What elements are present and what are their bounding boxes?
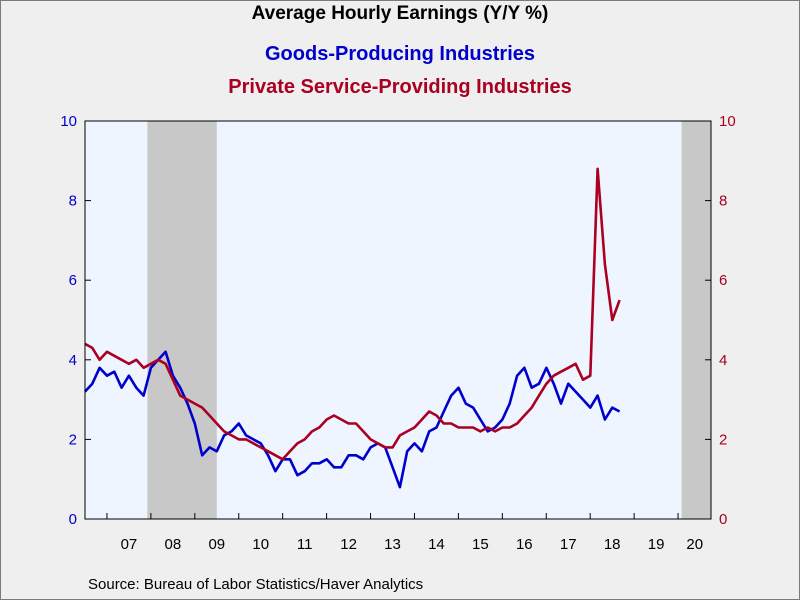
series-title-goods: Goods-Producing Industries (264, 43, 535, 65)
x-tick-label: 15 (472, 536, 489, 553)
y-tick-label-left: 2 (69, 431, 77, 448)
y-tick-label-right: 2 (719, 431, 727, 448)
x-tick-label: 07 (121, 536, 138, 553)
series-lines (84, 167, 621, 489)
plot-border (84, 120, 712, 520)
y-tick-label-right: 8 (719, 193, 727, 210)
x-tick-label: 08 (165, 536, 182, 553)
source-note: Source: Bureau of Labor Statistics/Haver… (88, 576, 424, 593)
y-tick-label-left: 8 (69, 193, 77, 210)
x-tick-label: 17 (560, 536, 577, 553)
x-tick-label: 12 (340, 536, 357, 553)
x-tick-label: 18 (604, 536, 621, 553)
series-line-0 (84, 350, 621, 489)
x-tick-label: 10 (252, 536, 269, 553)
x-tick-label: 19 (648, 536, 665, 553)
recession-band-0 (147, 121, 217, 519)
x-tick-label: 11 (297, 536, 313, 553)
y-tick-label-right: 4 (719, 352, 727, 369)
x-tick-label: 14 (428, 536, 445, 553)
series-title-services: Private Service-Providing Industries (228, 76, 572, 98)
axis-ticks: 0 0 2 2 4 4 6 6 8 8 10 10 07 08 09 10 11 12 13 14 15 16 17 18 19… (60, 113, 735, 553)
y-tick-label-right: 0 (719, 511, 727, 528)
x-tick-label: 16 (516, 536, 533, 553)
y-tick-label-right: 10 (719, 113, 736, 130)
x-tick-label: 09 (208, 536, 225, 553)
chart-title: Average Hourly Earnings (Y/Y %) (251, 3, 549, 24)
series-line-1 (84, 167, 621, 461)
y-tick-label-left: 4 (69, 352, 77, 369)
x-tick-label: 20 (686, 536, 703, 553)
recession-band-1 (681, 121, 711, 519)
y-tick-label-left: 10 (60, 113, 77, 130)
x-tick-label: 13 (384, 536, 401, 553)
y-tick-label-left: 6 (69, 272, 77, 289)
y-tick-label-right: 6 (719, 272, 727, 289)
y-tick-label-left: 0 (69, 511, 77, 528)
